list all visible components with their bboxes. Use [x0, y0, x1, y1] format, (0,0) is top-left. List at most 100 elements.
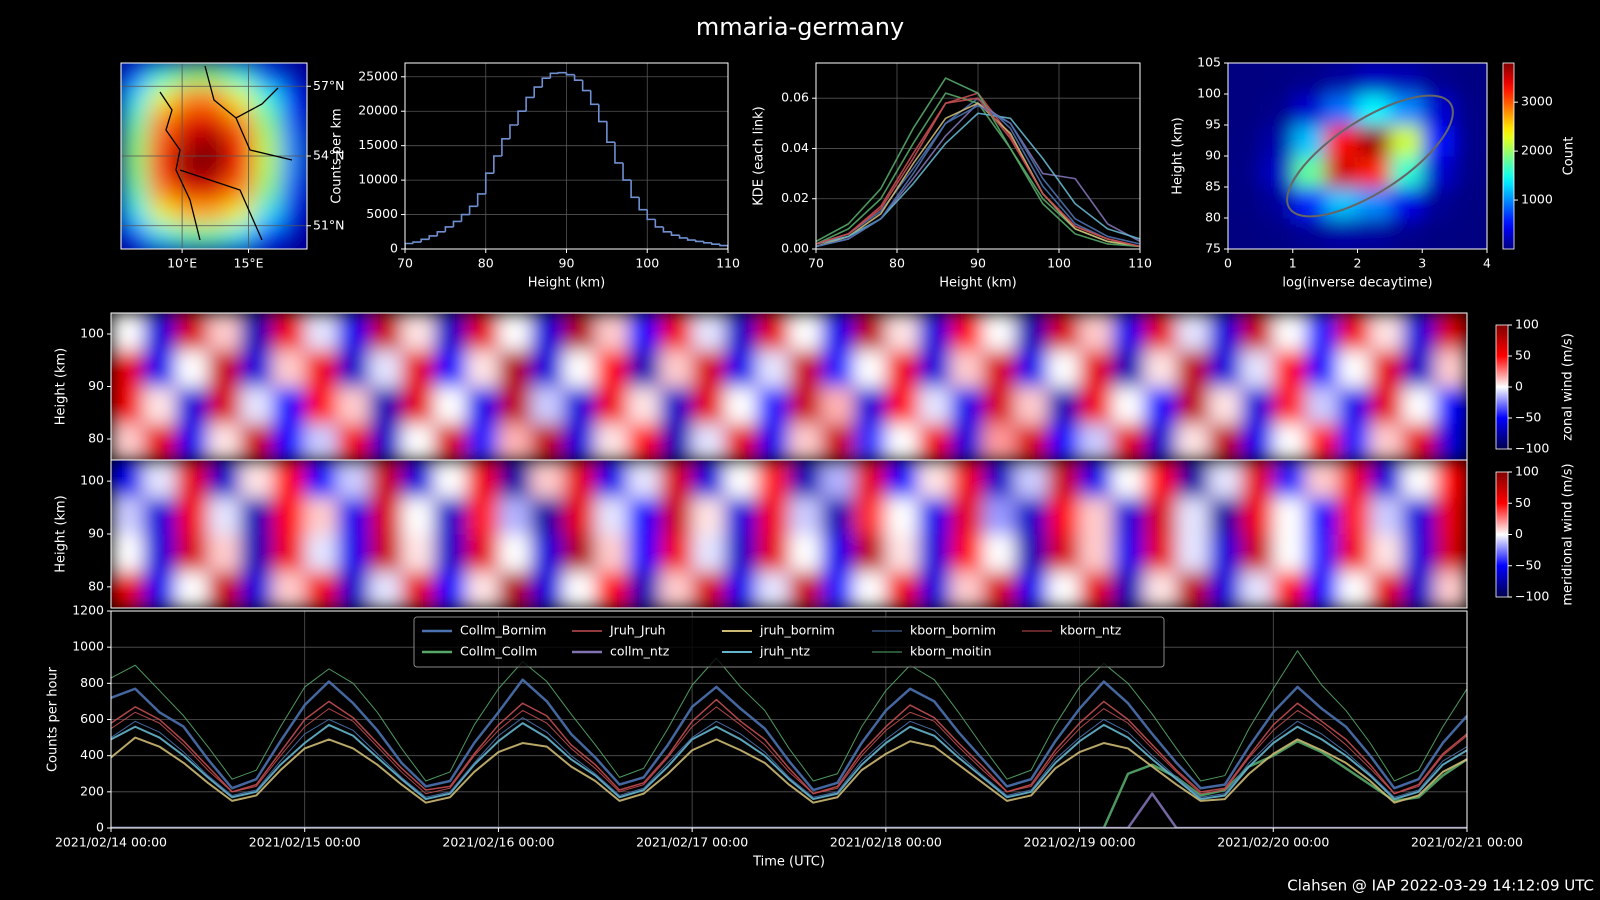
heatmap-cell — [272, 349, 306, 388]
x-tick-label: 80 — [889, 256, 905, 271]
heatmap-cell — [304, 349, 338, 388]
heatmap-cell — [885, 313, 919, 351]
x-tick-label: 70 — [397, 256, 413, 271]
y-tick-label: 20000 — [358, 103, 398, 118]
x-tick-label: 110 — [1128, 256, 1152, 271]
heatmap-cell — [280, 202, 307, 227]
colorbar-tick-label: 1000 — [1521, 192, 1553, 207]
heatmap-cell — [466, 349, 500, 388]
heatmap-cell — [498, 349, 532, 388]
heatmap-cell — [821, 349, 855, 388]
heatmap-cell — [175, 313, 209, 351]
histogram-step — [573, 74, 583, 82]
heatmap-cell — [272, 460, 306, 498]
heatmap-cell — [563, 386, 596, 424]
series-line — [111, 678, 1467, 792]
heatmap-cell — [304, 534, 338, 572]
x-tick-label: 2021/02/16 00:00 — [442, 835, 554, 850]
heatmap-cell — [1176, 386, 1210, 424]
x-tick-label: 3 — [1418, 256, 1426, 271]
colorbar-tick-label: 100 — [1515, 464, 1539, 479]
legend-label: Collm_Collm — [460, 644, 537, 659]
heatmap-cell — [207, 423, 241, 460]
heatmap-cell — [121, 202, 149, 227]
heatmap-cell — [1292, 63, 1326, 95]
heatmap-cell — [885, 571, 919, 608]
y-tick-label: 0.06 — [781, 90, 809, 105]
y-tick-label: 0 — [96, 820, 104, 835]
histogram-step — [686, 237, 696, 241]
heatmap-cell — [240, 497, 274, 535]
colorbar-tick-label: 2000 — [1521, 143, 1553, 158]
overlay — [159, 65, 1454, 241]
heatmap-cell — [1144, 460, 1178, 498]
heatmap-cell — [111, 423, 144, 460]
heatmap-cell — [1402, 571, 1436, 608]
heatmap-cell — [337, 349, 370, 388]
histogram-step — [468, 205, 478, 215]
heatmap-cell — [280, 63, 307, 87]
heatmap-cell — [1370, 313, 1404, 351]
heatmap-cell — [200, 86, 228, 111]
heatmap-cell — [253, 132, 282, 157]
y-tick-label: 90 — [88, 526, 104, 541]
heatmap-cell — [1176, 534, 1210, 572]
heatmap-cell — [1389, 218, 1423, 249]
series-line — [111, 706, 1467, 795]
heatmap-cell — [1079, 349, 1113, 388]
heatmap-cell — [918, 349, 952, 388]
heatmap-cell — [982, 349, 1016, 388]
heatmap-cell — [918, 313, 952, 351]
heatmap-cell — [1176, 313, 1210, 351]
heatmap-cell — [401, 386, 435, 424]
heatmap-cell — [1422, 187, 1456, 219]
heatmap-cell — [1305, 386, 1339, 424]
histogram-step — [614, 142, 624, 164]
heatmap-cell — [1357, 156, 1391, 188]
heatmap-cell — [175, 460, 209, 498]
heatmap-cell — [1370, 571, 1404, 608]
heatmap-cell — [1292, 218, 1326, 249]
y-tick-label: 0.04 — [781, 140, 809, 155]
y-tick-label: 100 — [1197, 86, 1221, 101]
heatmap-cell — [1325, 94, 1359, 126]
heatmap-cells — [111, 460, 1467, 608]
colorbar-tick-label: 0 — [1515, 379, 1523, 394]
heatmap-cells — [1228, 63, 1487, 249]
heatmap-cell — [207, 534, 241, 572]
heatmap-cell — [272, 571, 306, 608]
heatmap-cell — [595, 571, 629, 608]
heatmap-cell — [1292, 94, 1326, 126]
heatmap-cell — [853, 386, 887, 424]
heatmap-cell — [272, 386, 306, 424]
histogram-step — [428, 235, 438, 240]
heatmap-cell — [1454, 94, 1487, 126]
heatmap-cell — [200, 156, 228, 180]
heatmap-cell — [1079, 460, 1113, 498]
heatmap-cell — [1111, 460, 1145, 498]
heatmap-cell — [1144, 571, 1178, 608]
heatmap-cell — [1047, 423, 1081, 460]
heatmap-cell — [1208, 313, 1242, 351]
x-tick-label: 100 — [1047, 256, 1071, 271]
heatmap-cell — [253, 109, 282, 134]
series-line — [816, 104, 1140, 248]
histogram-step — [525, 96, 535, 112]
heatmap-cell — [982, 423, 1016, 460]
heatmap-cell — [1111, 313, 1145, 351]
x-axis-label: Height (km) — [528, 276, 605, 291]
heatmap-cells — [111, 313, 1467, 460]
y-tick-label: 0.02 — [781, 190, 809, 205]
heatmap-cell — [304, 313, 338, 351]
histogram-step — [444, 226, 454, 232]
heatmap-cell — [885, 423, 919, 460]
heatmap-cell — [1305, 497, 1339, 535]
heatmap-cell — [1260, 94, 1294, 126]
heatmap-cell — [627, 349, 661, 388]
colorbar-tick-label: 50 — [1515, 495, 1531, 510]
histogram-step — [694, 240, 704, 243]
footer: Clahsen @ IAP 2022-03-29 14:12:09 UTC — [1287, 877, 1594, 895]
heatmap-cell — [200, 225, 228, 249]
heatmap-cell — [627, 534, 661, 572]
heatmap-cell — [756, 460, 790, 498]
